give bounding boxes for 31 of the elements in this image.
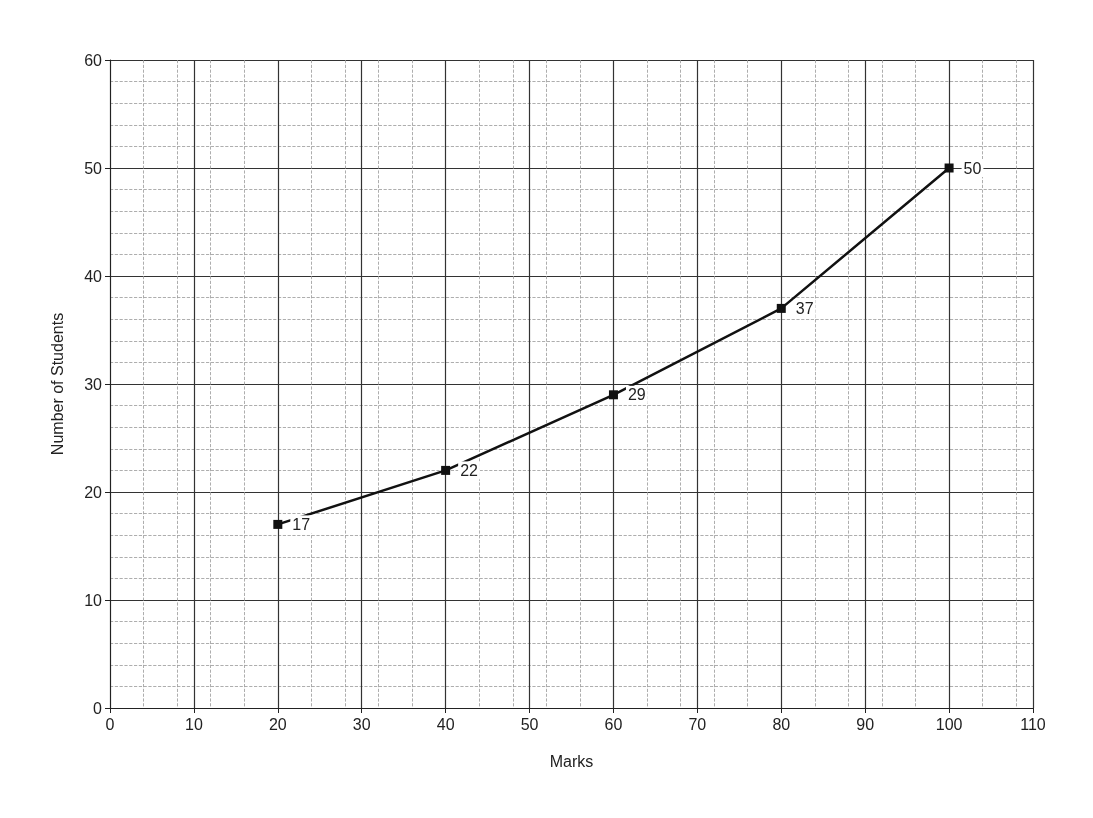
x-tick-label: 80 [772, 715, 791, 733]
x-tick-label: 20 [268, 715, 287, 733]
x-tick-label: 60 [604, 715, 623, 733]
x-axis-title: Marks [549, 752, 594, 770]
point [944, 163, 954, 173]
x-tick-label: 40 [436, 715, 455, 733]
x-tick-label: 100 [935, 715, 963, 733]
data-label: 17 [292, 515, 311, 533]
y-tick-label: 20 [84, 483, 103, 501]
point [273, 519, 283, 529]
point [776, 303, 786, 313]
y-tick-label: 60 [84, 51, 103, 69]
y-tick-label: 50 [84, 159, 103, 177]
data-label: 37 [795, 299, 814, 317]
x-tick-label: 0 [105, 715, 115, 733]
y-tick-label: 30 [84, 375, 103, 393]
data-label: 22 [460, 461, 479, 479]
y-tick-label: 0 [93, 699, 103, 717]
x-tick-label: 90 [856, 715, 875, 733]
x-tick-label: 50 [520, 715, 539, 733]
point [441, 465, 451, 475]
x-tick-label: 30 [352, 715, 371, 733]
data-label: 50 [963, 159, 982, 177]
y-tick-label: 10 [84, 591, 103, 609]
x-tick-label: 110 [1020, 715, 1046, 733]
x-tick-label: 10 [185, 715, 203, 733]
y-axis-title: Number of Students [48, 312, 66, 456]
y-tick-label: 40 [84, 267, 103, 285]
point [608, 390, 618, 400]
data-label: 29 [627, 386, 646, 404]
x-tick-label: 70 [688, 715, 707, 733]
